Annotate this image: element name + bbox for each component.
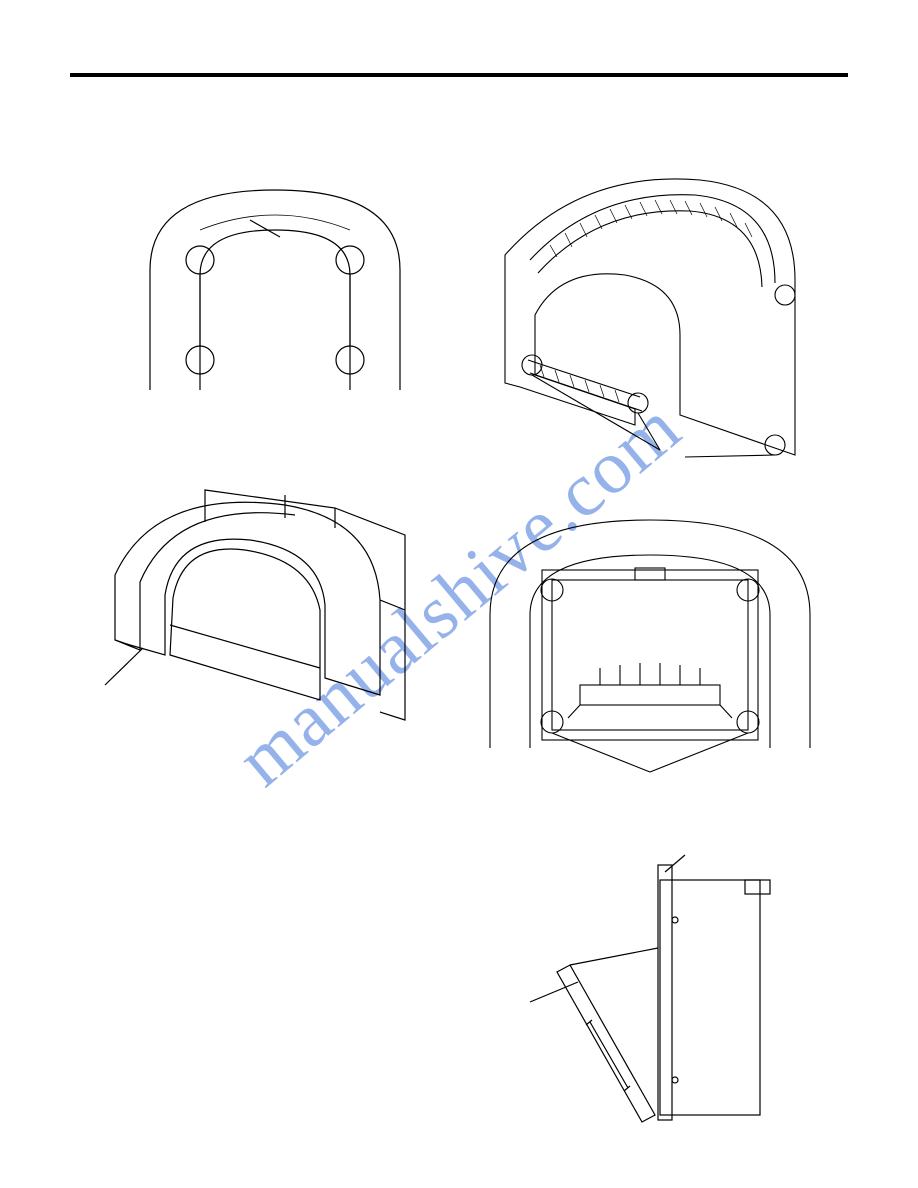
diagram-arched-frame — [140, 175, 410, 395]
diagram-angled-panel — [480, 165, 810, 465]
header-rule — [70, 73, 848, 77]
diagram-side-door — [510, 850, 780, 1135]
diagram-front-grate — [480, 500, 820, 780]
diagram-iso-box — [95, 470, 425, 760]
